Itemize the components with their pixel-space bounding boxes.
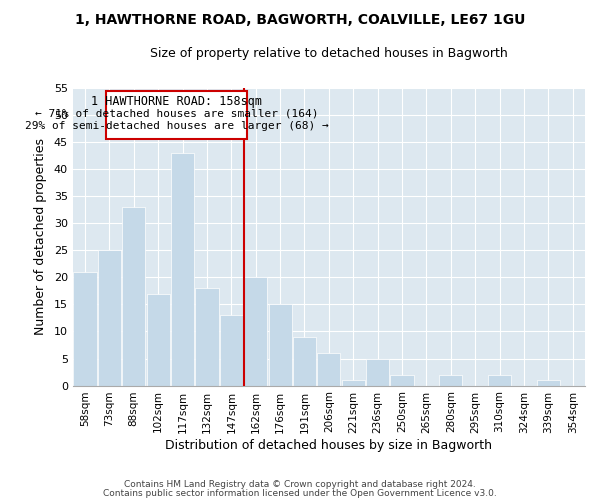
Bar [391,375,413,386]
FancyBboxPatch shape [106,91,247,140]
Bar [196,288,218,386]
Bar [537,380,560,386]
Bar [244,278,267,386]
Text: 1, HAWTHORNE ROAD, BAGWORTH, COALVILLE, LE67 1GU: 1, HAWTHORNE ROAD, BAGWORTH, COALVILLE, … [75,12,525,26]
Bar [317,353,340,386]
Bar [293,337,316,386]
Bar [488,375,511,386]
Text: Contains public sector information licensed under the Open Government Licence v3: Contains public sector information licen… [103,488,497,498]
Text: ← 71% of detached houses are smaller (164): ← 71% of detached houses are smaller (16… [35,108,318,118]
Bar [98,250,121,386]
Bar [439,375,463,386]
Bar [122,207,145,386]
Bar [269,304,292,386]
Bar [341,380,365,386]
Bar [171,153,194,386]
Text: 29% of semi-detached houses are larger (68) →: 29% of semi-detached houses are larger (… [25,120,328,130]
Text: 1 HAWTHORNE ROAD: 158sqm: 1 HAWTHORNE ROAD: 158sqm [91,94,262,108]
Bar [73,272,97,386]
X-axis label: Distribution of detached houses by size in Bagworth: Distribution of detached houses by size … [166,440,493,452]
Y-axis label: Number of detached properties: Number of detached properties [34,138,47,336]
Bar [146,294,170,386]
Text: Contains HM Land Registry data © Crown copyright and database right 2024.: Contains HM Land Registry data © Crown c… [124,480,476,489]
Title: Size of property relative to detached houses in Bagworth: Size of property relative to detached ho… [150,48,508,60]
Bar [366,358,389,386]
Bar [220,315,243,386]
